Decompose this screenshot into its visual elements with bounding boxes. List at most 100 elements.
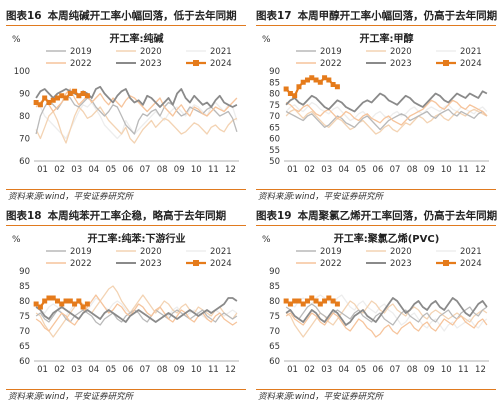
x-tick-label: 11 (458, 165, 469, 175)
x-tick-label: 02 (54, 365, 65, 375)
data-point-2024 (317, 301, 323, 307)
y-tick-label: 50 (269, 157, 280, 167)
data-point-2024 (326, 295, 332, 301)
line-chart: 开工率:聚氯乙烯(PVC)% 2019 2020 2021 2022 2023 2024 60… (262, 232, 489, 375)
x-tick-label: 08 (157, 365, 168, 375)
x-tick-label: 01 (37, 365, 48, 375)
x-tick-label: 09 (424, 165, 435, 175)
data-point-2024 (292, 298, 298, 304)
data-point-2024 (287, 301, 293, 307)
x-tick-label: 03 (321, 165, 332, 175)
data-point-2024 (37, 304, 43, 310)
series-line-2019 (285, 108, 488, 131)
x-tick-label: 03 (71, 365, 82, 375)
series-line-2020 (285, 108, 488, 135)
figure-number: 图表18 (6, 210, 42, 222)
figure-number: 图表19 (256, 210, 292, 222)
legend-label: 2024 (210, 259, 232, 269)
y-axis-unit: % (262, 35, 271, 45)
data-point-2024 (283, 86, 289, 92)
x-tick-label: 05 (105, 365, 116, 375)
x-tick-label: 11 (458, 365, 469, 375)
y-tick-label: 70 (269, 112, 280, 122)
x-tick-label: 04 (88, 165, 99, 175)
legend-label: 2020 (140, 247, 162, 257)
data-point-2024 (42, 298, 48, 304)
y-tick-label: 80 (269, 90, 280, 100)
data-point-2024 (33, 100, 39, 105)
x-tick-label: 04 (88, 365, 99, 375)
data-point-2024 (42, 95, 48, 101)
x-tick-label: 09 (424, 365, 435, 375)
data-point-2024 (67, 298, 73, 304)
x-tick-label: 09 (174, 365, 185, 375)
line-chart: 开工率:纯苯:下游行业% 2019 2020 2021 2022 2023 2024 60 65… (12, 232, 239, 375)
y-tick-label: 60 (269, 135, 280, 145)
figure-heading: 本周纯苯开工率企稳，略高于去年同期 (47, 210, 227, 222)
data-point-2024 (292, 93, 298, 99)
y-tick-label: 90 (269, 267, 280, 277)
source-note: 资料来源:wind，平安证券研究所 (8, 392, 133, 402)
x-tick-label: 12 (225, 365, 236, 375)
chart-panel-4: 图表19 本周聚氯乙烯开工率回落，仍高于去年同期 开工率:聚氯乙烯(PVC)% 20… (256, 206, 497, 402)
x-tick-label: 11 (208, 165, 219, 175)
x-tick-label: 07 (390, 165, 401, 175)
x-tick-label: 02 (54, 165, 65, 175)
data-point-2024 (330, 298, 336, 304)
legend-marker (443, 60, 449, 66)
chart-panel-3: 图表18 本周纯苯开工率企稳，略高于去年同期 开工率:纯苯:下游行业% 2019 20… (6, 206, 246, 402)
legend-label: 2021 (460, 247, 482, 257)
panel-title: 图表17 本周甲醇开工率小幅回落，仍高于去年同期 (256, 8, 498, 24)
x-tick-label: 12 (475, 165, 486, 175)
y-tick-label: 75 (19, 312, 30, 322)
data-point-2024 (322, 298, 328, 304)
legend-label: 2023 (140, 59, 162, 69)
data-point-2024 (309, 295, 315, 301)
source-divider (6, 189, 246, 190)
panel-title: 图表18 本周纯苯开工率企稳，略高于去年同期 (6, 208, 246, 224)
series-line-2023 (285, 297, 488, 326)
x-tick-label: 11 (208, 365, 219, 375)
x-tick-label: 10 (441, 165, 452, 175)
x-tick-label: 02 (304, 365, 315, 375)
y-tick-label: 70 (269, 327, 280, 337)
source-divider (256, 189, 496, 190)
data-point-2024 (37, 102, 43, 108)
legend-marker (443, 260, 449, 266)
data-point-2024 (309, 75, 315, 81)
x-tick-label: 02 (304, 165, 315, 175)
x-tick-label: 08 (407, 365, 418, 375)
data-point-2024 (46, 100, 52, 105)
y-axis-unit: % (262, 235, 271, 245)
data-point-2024 (317, 79, 323, 85)
data-point-2024 (72, 301, 78, 307)
title-underline (6, 225, 246, 226)
y-tick-label: 70 (19, 135, 30, 145)
y-tick-label: 90 (19, 90, 30, 100)
figure-heading: 本周甲醇开工率小幅回落，仍高于去年同期 (297, 10, 498, 22)
y-tick-label: 80 (19, 297, 30, 307)
data-point-2024 (63, 95, 69, 101)
legend-marker (193, 260, 199, 266)
chart-panel-2: 图表17 本周甲醇开工率小幅回落，仍高于去年同期 开工率:甲醇% 2019 2020 2… (256, 6, 498, 202)
data-point-2024 (50, 295, 56, 301)
y-axis-unit: % (12, 235, 21, 245)
data-point-2024 (59, 301, 65, 307)
legend-label: 2020 (140, 47, 162, 57)
line-chart: 开工率:纯碱% 2019 2020 2021 2022 2023 2024 60 70 80 90 1… (12, 32, 239, 175)
series-line-2023 (35, 297, 238, 323)
data-point-2024 (33, 301, 39, 307)
data-point-2024 (283, 298, 289, 304)
x-tick-label: 08 (157, 165, 168, 175)
chart-title: 开工率:纯苯:下游行业 (88, 232, 186, 245)
x-tick-label: 04 (338, 165, 349, 175)
legend-label: 2021 (210, 47, 232, 57)
legend-label: 2019 (320, 47, 342, 57)
legend-label: 2022 (70, 259, 92, 269)
data-point-2024 (80, 304, 86, 310)
series-line-2020 (35, 106, 238, 144)
y-tick-label: 60 (19, 157, 30, 167)
title-underline (6, 25, 246, 26)
y-tick-label: 75 (269, 101, 280, 111)
x-tick-label: 03 (321, 365, 332, 375)
